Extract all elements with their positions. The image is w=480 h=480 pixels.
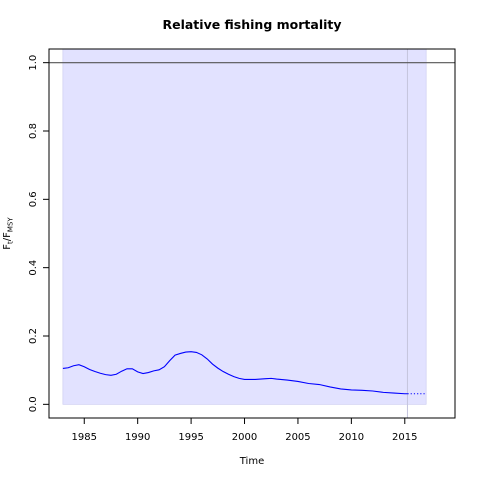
y-axis-title: Ft/FMSY	[2, 217, 15, 250]
series-line	[62, 351, 408, 395]
y-tick-label: 0.4	[28, 260, 39, 276]
x-tick-label: 2005	[285, 432, 310, 443]
y-tick-label: 0.8	[28, 123, 39, 139]
y-axis-title-sub2: MSY	[7, 217, 15, 232]
y-axis-title-sub1: t	[7, 241, 15, 244]
y-tick-label: 0.0	[28, 396, 39, 412]
x-tick-label: 2000	[232, 432, 257, 443]
y-axis-title-slash: /F	[2, 232, 13, 241]
plot-area	[49, 48, 455, 418]
y-axis: 0.0 0.2 0.4 0.6 0.8 1.0	[28, 55, 50, 412]
x-tick-label: 2015	[392, 432, 417, 443]
confidence-band	[62, 48, 427, 405]
x-axis: 1985 1990 1995 2000 2005 2010 2015	[72, 417, 418, 443]
x-tick-label: 1995	[178, 432, 203, 443]
y-axis-title-main: F	[2, 244, 13, 250]
y-tick-label: 0.6	[28, 191, 39, 207]
chart-title: Relative fishing mortality	[162, 17, 341, 32]
x-tick-label: 1990	[125, 432, 150, 443]
x-tick-label: 1985	[72, 432, 97, 443]
y-tick-label: 1.0	[28, 55, 39, 71]
y-tick-label: 0.2	[28, 328, 39, 344]
x-axis-title: Time	[239, 456, 264, 467]
x-tick-label: 2010	[339, 432, 364, 443]
